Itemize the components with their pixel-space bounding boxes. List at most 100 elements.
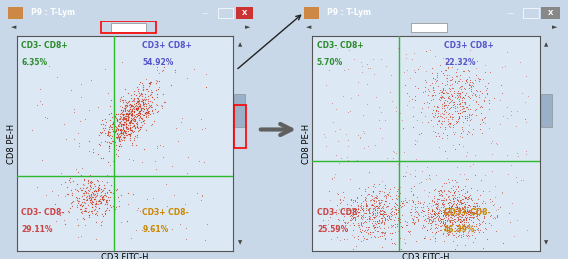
Point: [116, 131, 125, 135]
Point: [452, 207, 461, 211]
Point: [388, 197, 397, 201]
Point: [129, 136, 138, 141]
Point: [131, 93, 140, 97]
Text: CD3- CD8-: CD3- CD8-: [317, 208, 361, 217]
Point: [377, 212, 386, 216]
Point: [425, 48, 435, 52]
Point: [448, 82, 457, 86]
Point: [444, 91, 453, 95]
Point: [479, 216, 488, 220]
Point: [389, 149, 398, 153]
Point: [444, 233, 453, 237]
Point: [160, 65, 169, 69]
Point: [371, 222, 380, 226]
Point: [60, 222, 69, 226]
Point: [394, 194, 403, 198]
Point: [449, 201, 458, 205]
Point: [408, 105, 417, 109]
Point: [434, 197, 443, 201]
Point: [448, 77, 457, 81]
Point: [345, 223, 354, 227]
Point: [325, 215, 335, 219]
Point: [436, 192, 445, 196]
Point: [369, 226, 378, 230]
Point: [124, 111, 133, 115]
Point: [461, 225, 470, 229]
Point: [446, 206, 456, 210]
Point: [379, 226, 389, 230]
Point: [114, 144, 123, 148]
Point: [455, 85, 464, 90]
Point: [332, 153, 341, 157]
Point: [346, 96, 356, 100]
Point: [62, 185, 72, 189]
Point: [145, 80, 154, 84]
Point: [443, 122, 452, 126]
Point: [483, 81, 492, 85]
Point: [199, 160, 208, 164]
Point: [368, 230, 377, 234]
Point: [463, 209, 472, 213]
Point: [139, 113, 148, 117]
Point: [444, 230, 453, 234]
Point: [443, 214, 452, 218]
Point: [448, 64, 457, 69]
Point: [141, 102, 151, 106]
Point: [137, 94, 147, 98]
Point: [74, 169, 83, 174]
Point: [170, 70, 179, 74]
Text: ▲: ▲: [544, 43, 549, 48]
Bar: [411, 23, 448, 32]
Point: [132, 99, 141, 103]
Point: [369, 211, 378, 215]
Point: [438, 136, 447, 140]
Point: [370, 213, 379, 217]
Point: [373, 211, 382, 215]
Point: [36, 87, 45, 91]
Point: [141, 112, 150, 116]
Point: [443, 73, 452, 77]
Point: [458, 104, 467, 108]
Point: [395, 185, 404, 189]
Point: [418, 205, 427, 209]
Point: [136, 109, 145, 113]
Point: [427, 98, 436, 103]
Point: [465, 222, 474, 226]
Point: [98, 214, 107, 218]
Point: [395, 236, 404, 240]
Point: [440, 109, 449, 113]
Point: [447, 112, 456, 116]
Point: [454, 141, 463, 146]
Point: [115, 128, 124, 132]
Point: [26, 208, 35, 212]
Point: [436, 211, 445, 215]
Point: [445, 97, 454, 101]
Point: [122, 111, 131, 115]
Point: [126, 96, 135, 100]
Point: [110, 129, 119, 133]
Point: [94, 105, 103, 109]
Point: [86, 179, 95, 183]
Point: [456, 220, 465, 224]
Point: [400, 174, 410, 178]
Point: [393, 222, 402, 226]
Point: [463, 107, 472, 111]
Point: [78, 209, 87, 213]
Point: [91, 237, 100, 241]
Point: [338, 224, 347, 228]
Point: [142, 110, 151, 114]
Point: [471, 107, 480, 112]
Point: [390, 218, 399, 222]
Point: [408, 217, 417, 221]
Point: [368, 189, 377, 193]
Point: [433, 131, 442, 135]
Point: [114, 137, 123, 141]
Point: [467, 233, 477, 237]
Point: [470, 207, 479, 211]
Point: [469, 220, 478, 225]
Point: [431, 206, 440, 210]
Point: [449, 100, 458, 105]
Point: [485, 70, 494, 74]
Point: [122, 121, 131, 125]
Point: [410, 141, 419, 146]
